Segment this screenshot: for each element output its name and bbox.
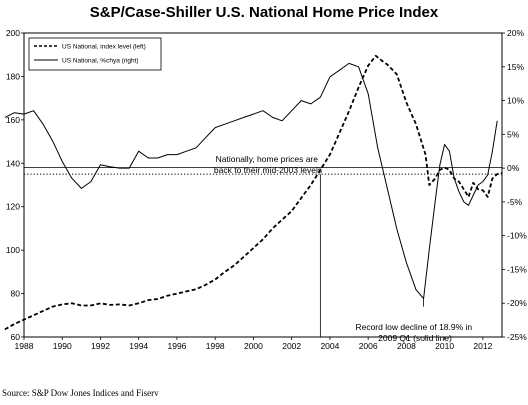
y-right-tick-label: -20%: [507, 298, 527, 308]
y-left-tick-label: 160: [6, 115, 20, 125]
y-right-tick-label: 20%: [507, 28, 524, 38]
x-tick-label: 2012: [473, 341, 492, 351]
y-left-tick-label: 60: [11, 332, 21, 342]
x-tick-label: 2000: [244, 341, 263, 351]
y-left-tick-label: 140: [6, 158, 20, 168]
x-tick-label: 2002: [282, 341, 301, 351]
x-tick-label: 1996: [167, 341, 186, 351]
axis-ticks: 1988 1990 1992 1994 1996 1998 2000 2002 2004 2006…: [6, 28, 527, 351]
x-tick-label: 2006: [359, 341, 378, 351]
x-tick-label: 1994: [129, 341, 148, 351]
y-right-tick-label: -10%: [507, 231, 527, 241]
y-right-tick-label: 5%: [507, 129, 520, 139]
series-line-index-level: [4, 54, 503, 331]
y-right-tick-label: 15%: [507, 62, 524, 72]
y-left-tick-label: 200: [6, 28, 20, 38]
x-tick-label: 2004: [320, 341, 339, 351]
legend-label-yoy-change: US National, %chya (right): [62, 58, 139, 65]
annotation-mid-2003-line2: back to their mid-2003 levels: [214, 165, 322, 175]
y-left-tick-label: 80: [11, 289, 21, 299]
y-right-tick-label: -25%: [507, 332, 527, 342]
source-note: Source: S&P Dow Jones Indices and Fiserv: [2, 388, 159, 398]
y-right-tick-label: 10%: [507, 96, 524, 106]
legend-box: [28, 37, 162, 71]
y-right-tick-label: 0%: [507, 163, 520, 173]
x-tick-label: 2010: [435, 341, 454, 351]
y-left-tick-label: 180: [6, 71, 20, 81]
x-tick-label: 1990: [53, 341, 72, 351]
y-left-tick-label: 120: [6, 202, 20, 212]
vertical-markers: [319, 174, 425, 337]
legend: US National, index level (left) US Natio…: [28, 37, 162, 71]
legend-label-index-level: US National, index level (left): [62, 44, 146, 51]
y-right-tick-label: -15%: [507, 264, 527, 274]
chart-title: S&P/Case-Shiller U.S. National Home Pric…: [90, 4, 439, 21]
annotation-record-low-line1: Record low decline of 18.9% in: [355, 322, 472, 332]
y-left-tick-label: 100: [6, 245, 20, 255]
series-lines: [4, 54, 503, 331]
x-tick-label: 2008: [397, 341, 416, 351]
annotation-record-low: Record low decline of 18.9% in 2009 Q1 (…: [355, 322, 474, 343]
x-tick-label: 1998: [206, 341, 225, 351]
annotation-mid-2003-line1: Nationally, home prices are: [216, 154, 319, 164]
series-line-yoy-change: [4, 62, 498, 299]
plot-frame: [23, 32, 503, 338]
x-tick-label: 1992: [91, 341, 110, 351]
annotation-mid-2003: Nationally, home prices are back to thei…: [214, 154, 322, 175]
y-right-tick-label: -5%: [507, 197, 523, 207]
annotation-record-low-line2: 2009 Q1 (solid line): [378, 333, 452, 343]
reference-lines: [24, 167, 502, 175]
x-tick-label: 1988: [15, 341, 34, 351]
